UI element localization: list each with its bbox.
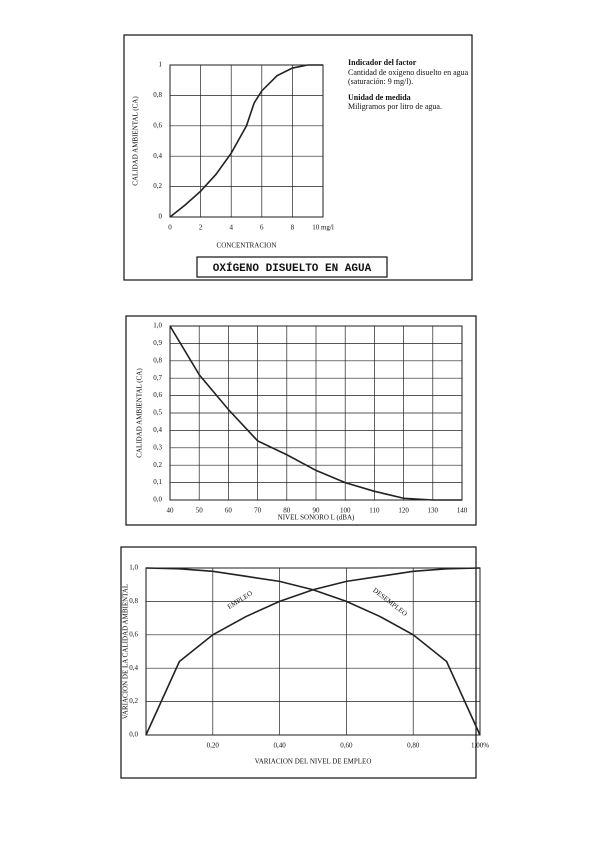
y-tick-label: 0,4 bbox=[153, 152, 162, 160]
y-axis-label: CALIDAD AMBIENTAL (CA) bbox=[132, 96, 140, 186]
y-tick-label: 0,0 bbox=[129, 731, 138, 739]
y-tick-label: 0,1 bbox=[153, 478, 162, 486]
x-tick-label: 50 bbox=[196, 507, 204, 515]
x-tick-label: 0,60 bbox=[340, 742, 353, 750]
x-tick-label: 0,20 bbox=[207, 742, 220, 750]
y-tick-label: 0,6 bbox=[153, 121, 162, 129]
indicator-text: Cantidad de oxígeno disuelto en agua (sa… bbox=[348, 67, 469, 87]
chart-title: OXÍGENO DISUELTO EN AGUA bbox=[213, 261, 372, 275]
y-tick-label: 0,4 bbox=[153, 426, 162, 434]
x-tick-label: 0 bbox=[168, 224, 172, 232]
x-tick-label: 6 bbox=[260, 224, 264, 232]
x-tick-label: 40 bbox=[167, 507, 175, 515]
y-tick-label: 0,2 bbox=[153, 461, 162, 469]
unit-heading: Unidad de medida bbox=[348, 92, 411, 102]
x-tick-label: 110 bbox=[369, 507, 380, 515]
notes: Indicador del factor Cantidad de oxígeno… bbox=[348, 58, 470, 112]
x-tick-label: 120 bbox=[398, 507, 409, 515]
data-line bbox=[169, 325, 462, 501]
y-tick-label: 0,3 bbox=[153, 443, 162, 451]
x-tick-label: 100 bbox=[340, 507, 351, 515]
x-tick-label: 10 mg/l bbox=[312, 224, 334, 232]
x-axis-label: NIVEL SONORO L (dBA) bbox=[278, 514, 355, 522]
x-axis-label: VARIACION DEL NIVEL DE EMPLEO bbox=[255, 758, 372, 766]
y-tick-label: 1,0 bbox=[153, 322, 162, 330]
y-tick-label: 0 bbox=[159, 213, 163, 221]
x-tick-label: 1,00% bbox=[471, 742, 489, 750]
factor-notes: Indicador del factor Cantidad de oxígeno… bbox=[348, 58, 470, 112]
x-tick-label: 90 bbox=[313, 507, 321, 515]
y-tick-label: 0,9 bbox=[153, 339, 162, 347]
chart-frame bbox=[123, 34, 473, 281]
data-line bbox=[169, 64, 323, 218]
y-axis-label: CALIDAD AMBIENTAL (CA) bbox=[136, 368, 144, 458]
title-box bbox=[196, 256, 388, 278]
chart-frame bbox=[120, 546, 477, 779]
x-tick-label: 8 bbox=[291, 224, 295, 232]
y-tick-label: 0,6 bbox=[153, 391, 162, 399]
y-tick-label: 0,8 bbox=[153, 91, 162, 99]
y-tick-label: 0,8 bbox=[153, 356, 162, 364]
y-axis-label: VARIACION DE LA CALIDAD AMBIENTAL bbox=[122, 584, 130, 719]
y-tick-label: 1,0 bbox=[129, 564, 138, 572]
y-tick-label: 0,7 bbox=[153, 374, 162, 382]
x-tick-label: 0,40 bbox=[273, 742, 286, 750]
x-tick-label: 0,80 bbox=[407, 742, 420, 750]
y-tick-label: 0,8 bbox=[129, 597, 138, 605]
x-tick-label: 70 bbox=[254, 507, 262, 515]
y-tick-label: 0,0 bbox=[153, 496, 162, 504]
x-tick-label: 80 bbox=[283, 507, 291, 515]
y-tick-label: 0,5 bbox=[153, 409, 162, 417]
data-line bbox=[145, 567, 481, 736]
x-tick-label: 130 bbox=[428, 507, 439, 515]
y-tick-label: 0,6 bbox=[129, 630, 138, 638]
indicator-heading: Indicador del factor bbox=[348, 58, 417, 67]
x-tick-label: 4 bbox=[229, 224, 233, 232]
y-tick-label: 1 bbox=[159, 61, 163, 69]
y-tick-label: 0,2 bbox=[153, 182, 162, 190]
chart-frame bbox=[125, 315, 477, 526]
x-tick-label: 2 bbox=[199, 224, 203, 232]
x-tick-label: 140 bbox=[457, 507, 468, 515]
x-axis-label: CONCENTRACION bbox=[217, 242, 277, 250]
x-tick-label: 60 bbox=[225, 507, 233, 515]
y-tick-label: 0,4 bbox=[129, 664, 138, 672]
unit-text: Miligramos por litro de agua. bbox=[348, 102, 442, 112]
y-tick-label: 0,2 bbox=[129, 697, 138, 705]
